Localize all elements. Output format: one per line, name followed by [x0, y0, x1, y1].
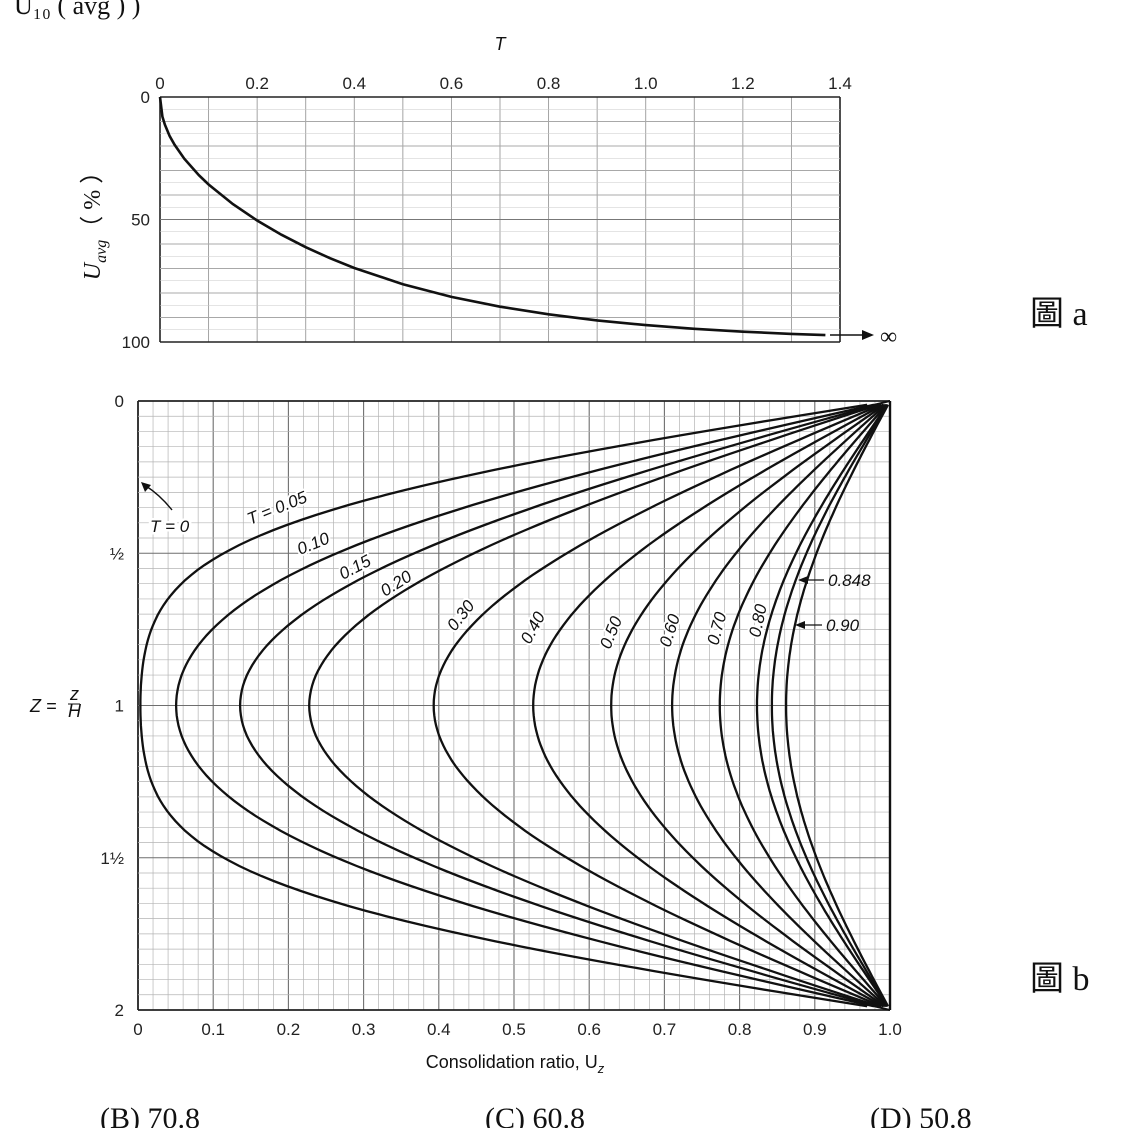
- figure-b-y-tick-label: 2: [115, 1001, 124, 1020]
- figure-b-x-tick-label: 0.9: [803, 1020, 827, 1039]
- figure-b-x-tick-label: 0.5: [502, 1020, 526, 1039]
- answer-options: (B) 70.8 (C) 60.8 (D) 50.8: [100, 1102, 972, 1128]
- figure-b-y-tick-label: 1: [115, 697, 124, 716]
- figure-b-curves: [139, 400, 892, 1011]
- figure-a-infinity-label: ∞: [880, 324, 897, 350]
- figure-b-y-tick-label: 1½: [100, 849, 124, 868]
- figure-a-x-tick-label: 0.4: [342, 74, 366, 93]
- figure-b-arrowhead-090: [795, 621, 805, 629]
- figure-b-curve-label: 0.15: [336, 551, 375, 584]
- figure-b-isochrone: [670, 403, 887, 1008]
- figure-b-x-label-main: Consolidation ratio, U: [426, 1052, 598, 1072]
- figure-a-x-tick-label: 0.6: [440, 74, 464, 93]
- figure-b-curve-label: 0.90: [826, 616, 860, 635]
- figure-b-arrowhead-0848: [798, 576, 808, 584]
- figure-b-x-tick-label: 0.8: [728, 1020, 752, 1039]
- figure-b-isochrone: [238, 403, 878, 1008]
- figure-b-y-axis-label: Z = z H: [29, 684, 82, 721]
- figure-a-x-tick-label: 1.4: [828, 74, 852, 93]
- figure-b-isochrone: [308, 403, 880, 1008]
- figure-a-x-tick-label: 1.0: [634, 74, 658, 93]
- figure-a-x-tick-label: 0.2: [245, 74, 269, 93]
- figure-b-isochrone: [610, 403, 886, 1008]
- figure-a-y-ticks: 0 50 100: [122, 88, 150, 352]
- figure-b-y-tick-label: ½: [110, 544, 124, 563]
- figure-a-y-axis-label: Uavg（ % ）: [80, 160, 110, 280]
- figure-b-x-tick-label: 0.4: [427, 1020, 451, 1039]
- figure-b-curve-label: 0.10: [294, 528, 332, 558]
- figure-a-y-label-sub: avg: [93, 240, 110, 263]
- figure-b-isochrone: [718, 403, 888, 1008]
- answer-option-d[interactable]: (D) 50.8: [870, 1102, 972, 1128]
- figure-b-y-ticks: 0 ½ 1 1½ 2: [100, 392, 124, 1020]
- figure-b-isochrone: [770, 404, 889, 1007]
- figure-a-x-tick-label: 0.8: [537, 74, 561, 93]
- figure-b-curve-label: 0.60: [656, 611, 684, 649]
- figure-b-y-tick-label: 0: [115, 392, 124, 411]
- figure-b-x-tick-label: 0: [133, 1020, 142, 1039]
- figure-a-y-label-main: U: [80, 261, 106, 280]
- figure-a: 0 0.2 0.4 0.6 0.8 1.0 1.2 1.4 0 50 100 T Uavg（ % …: [80, 34, 1088, 352]
- figure-b-x-tick-label: 0.2: [277, 1020, 301, 1039]
- svg-text:Uavg（ % ）: Uavg（ % ）: [80, 160, 110, 280]
- svg-text:z: z: [69, 684, 79, 704]
- figure-b-curve-label: 0.70: [704, 610, 731, 647]
- figure-b-x-tick-label: 1.0: [878, 1020, 902, 1039]
- figure-b-isochrone: [784, 404, 890, 1007]
- figure-a-arrowhead: [862, 330, 874, 340]
- header-fragment: U₁₀ ( avg ) ): [14, 0, 140, 20]
- svg-text:H: H: [68, 701, 82, 721]
- figure-a-x-ticks: 0 0.2 0.4 0.6 0.8 1.0 1.2 1.4: [155, 74, 852, 93]
- figure-a-x-tick-label: 0: [155, 74, 164, 93]
- figure-b-curve-label: 0.848: [828, 571, 871, 590]
- figure-a-grid: [159, 96, 841, 343]
- figure-b-t-zero-label: T = 0: [150, 517, 190, 536]
- figure-b: 0 0.1 0.2 0.3 0.4 0.5 0.6 0.7 0.8 0.9 1.0 0 ½ 1 1½ 2 T…: [29, 392, 1090, 1076]
- figure-b-x-tick-label: 0.7: [653, 1020, 677, 1039]
- figure-b-isochrone: [755, 404, 889, 1007]
- figure-b-x-axis-label: Consolidation ratio, Uz: [426, 1052, 605, 1076]
- answer-option-b[interactable]: (B) 70.8: [100, 1102, 200, 1128]
- figure-b-x-tick-label: 0.3: [352, 1020, 376, 1039]
- figure-b-x-tick-label: 0.6: [577, 1020, 601, 1039]
- figure-b-isochrone: [174, 403, 875, 1008]
- figure-a-x-axis-label: T: [495, 34, 508, 54]
- figure-b-x-tick-label: 0.1: [201, 1020, 225, 1039]
- figure-a-y-tick-label: 0: [141, 88, 150, 107]
- figure-a-y-label-units: （ % ）: [80, 160, 106, 240]
- figure-a-caption: 圖 a: [1030, 296, 1088, 333]
- figure-b-curve-label: 0.30: [443, 596, 479, 634]
- figure-b-isochrone: [432, 403, 882, 1008]
- answer-option-c[interactable]: (C) 60.8: [485, 1102, 585, 1128]
- figure-b-x-ticks: 0 0.1 0.2 0.3 0.4 0.5 0.6 0.7 0.8 0.9 1.0: [133, 1020, 902, 1039]
- figure-b-curve-label: 0.50: [596, 613, 626, 651]
- figure-a-y-tick-label: 50: [131, 211, 150, 230]
- figure-b-caption: 圖 b: [1030, 961, 1090, 998]
- figure-a-y-tick-label: 100: [122, 333, 150, 352]
- figure-b-isochrone: [139, 403, 868, 1008]
- figure-b-isochrone: [532, 403, 884, 1008]
- figure-a-x-tick-label: 1.2: [731, 74, 755, 93]
- figure-a-curve: [158, 96, 826, 337]
- figure-a-uavg-curve: [158, 96, 826, 337]
- svg-text:Z =: Z =: [29, 696, 57, 716]
- figure-b-x-label-sub: z: [597, 1061, 605, 1076]
- figure-b-t-zero-arrowhead: [141, 482, 151, 492]
